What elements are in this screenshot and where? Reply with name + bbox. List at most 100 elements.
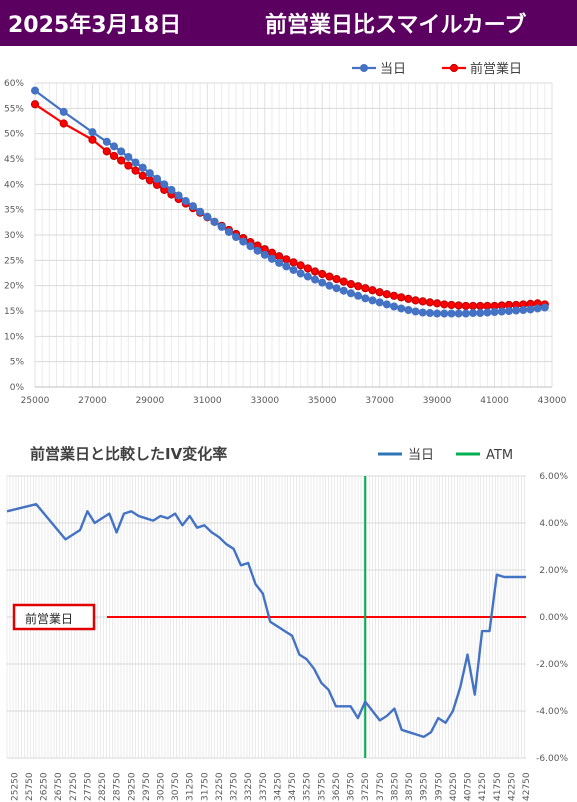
x-tick-label: 43000 [538,396,567,406]
data-point-prev-day [447,300,456,310]
legend-label-atm: ATM [486,448,513,463]
data-point-prev-day [117,156,126,165]
data-point-prev-day [282,255,291,264]
data-point-today [203,212,212,221]
data-point-prev-day [332,274,341,284]
data-point-today [476,309,485,318]
data-point-today [160,180,169,189]
data-point-today [483,308,492,317]
data-point-today [131,158,140,167]
data-point-prev-day [433,299,442,308]
data-point-today [124,152,133,161]
x-tick-label: 32750 [230,772,240,801]
data-point-today [282,262,291,271]
y-tick-label: 40% [4,180,24,190]
data-point-prev-day [109,151,119,161]
data-point-today [138,163,147,172]
y-tick-label: 0% [10,383,25,393]
x-tick-label: 26750 [54,772,64,801]
data-point-today [109,142,118,151]
data-point-today [461,309,470,318]
zero-label-box: 前営業日 [12,603,96,631]
data-point-today [454,309,463,318]
title-bar: 2025年3月18日 前営業日比スマイルカーブ [0,0,577,46]
x-tick-label: 31000 [193,396,222,406]
y-tick-label: 60% [4,79,24,89]
data-point-today [447,309,456,318]
data-point-prev-day [310,267,320,276]
data-point-today [145,169,154,178]
y-tick-label: 4.00% [539,519,568,529]
zero-label-frame [12,603,96,631]
data-point-today [275,258,284,267]
data-point-prev-day [468,301,478,311]
x-tick-label: 37250 [361,772,371,801]
data-point-prev-day [275,252,284,261]
x-tick-label: 40250 [449,772,459,801]
data-point-prev-day [138,171,147,180]
x-tick-label: 38750 [405,772,415,801]
x-tick-label: 29000 [136,396,165,406]
data-point-today [296,269,305,278]
x-tick-label: 30750 [171,772,181,801]
data-point-today [253,246,262,255]
chart-title: 前営業日と比較したIV変化率 [30,445,227,463]
x-tick-label: 27250 [69,772,79,801]
x-tick-label: 25000 [21,396,50,406]
data-point-today [497,307,506,316]
x-tick-label: 34750 [288,772,298,801]
x-tick-label: 35250 [303,772,313,801]
data-point-prev-day [375,288,384,297]
data-point-prev-day [440,300,449,309]
x-tick-label: 42750 [522,772,532,801]
data-point-today [390,302,399,311]
data-point-prev-day [303,264,312,273]
data-point-today [533,304,542,313]
data-point-today [325,281,334,290]
y-tick-label: 6.00% [539,472,568,482]
legend-marker-today [360,64,368,72]
data-point-today [411,307,420,316]
data-point-today [469,309,478,318]
x-tick-label: 37750 [376,772,386,801]
x-tick-label: 31750 [200,772,210,801]
data-point-today [540,303,549,312]
data-point-prev-day [88,135,97,144]
data-point-today [232,233,241,242]
x-tick-label: 41750 [493,772,503,801]
x-tick-label: 33250 [244,772,254,801]
y-tick-label: 25% [4,256,24,266]
data-point-prev-day [382,290,391,299]
y-tick-label: 2.00% [539,566,568,576]
data-point-prev-day [476,301,485,311]
data-point-prev-day [411,296,420,305]
y-tick-label: 0.00% [539,613,568,623]
data-point-today [418,308,427,317]
y-tick-label: -4.00% [536,707,568,717]
y-tick-label: 45% [4,155,24,165]
x-tick-label: 41250 [478,772,488,801]
data-point-today [311,275,320,284]
data-point-prev-day [397,293,406,302]
data-point-today [490,308,499,317]
data-point-prev-day [354,282,363,291]
data-point-today [174,191,183,200]
data-point-today [102,137,111,146]
data-point-today [260,250,269,259]
data-point-today [332,284,341,293]
data-point-prev-day [296,261,305,270]
data-point-today [425,309,434,318]
data-point-prev-day [389,291,399,300]
x-tick-label: 28750 [113,772,123,801]
data-point-prev-day [368,286,377,295]
data-point-prev-day [131,166,140,175]
x-tick-label: 35000 [308,396,337,406]
data-point-today [512,306,521,315]
plot-grid [34,82,553,388]
data-point-prev-day [339,277,348,286]
data-point-today [504,307,513,315]
data-point-today [318,278,327,287]
x-tick-label: 29250 [127,772,137,801]
data-point-today [117,147,126,156]
x-tick-label: 28250 [98,772,108,801]
